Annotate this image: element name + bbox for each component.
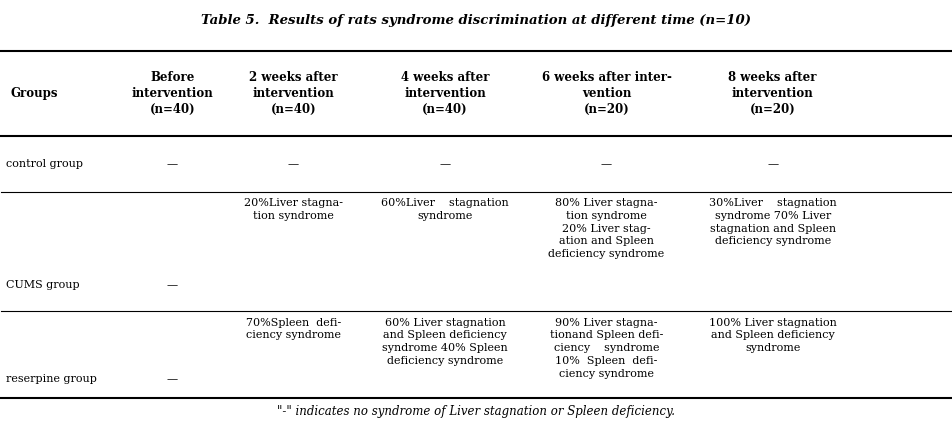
Text: 80% Liver stagna-
tion syndrome
20% Liver stag-
ation and Spleen
deficiency synd: 80% Liver stagna- tion syndrome 20% Live…	[548, 198, 664, 259]
Text: —: —	[167, 159, 178, 169]
Text: 2 weeks after
intervention
(n=40): 2 weeks after intervention (n=40)	[249, 71, 338, 116]
Text: CUMS group: CUMS group	[6, 280, 80, 290]
Text: control group: control group	[6, 159, 83, 169]
Text: 30%Liver    stagnation
syndrome 70% Liver
stagnation and Spleen
deficiency syndr: 30%Liver stagnation syndrome 70% Liver s…	[708, 198, 837, 246]
Text: 6 weeks after inter-
vention
(n=20): 6 weeks after inter- vention (n=20)	[542, 71, 671, 116]
Text: —: —	[767, 159, 778, 169]
Text: 8 weeks after
intervention
(n=20): 8 weeks after intervention (n=20)	[728, 71, 817, 116]
Text: 70%Spleen  defi-
ciency syndrome: 70%Spleen defi- ciency syndrome	[246, 317, 341, 340]
Text: —: —	[601, 159, 612, 169]
Text: —: —	[440, 159, 450, 169]
Text: Table 5.  Results of rats syndrome discrimination at different time (n=10): Table 5. Results of rats syndrome discri…	[201, 14, 751, 27]
Text: 60% Liver stagnation
and Spleen deficiency
syndrome 40% Spleen
deficiency syndro: 60% Liver stagnation and Spleen deficien…	[383, 317, 508, 366]
Text: —: —	[288, 159, 299, 169]
Text: 4 weeks after
intervention
(n=40): 4 weeks after intervention (n=40)	[401, 71, 489, 116]
Text: 100% Liver stagnation
and Spleen deficiency
syndrome: 100% Liver stagnation and Spleen deficie…	[708, 317, 837, 353]
Text: 20%Liver stagna-
tion syndrome: 20%Liver stagna- tion syndrome	[244, 198, 343, 221]
Text: Before
intervention
(n=40): Before intervention (n=40)	[131, 71, 213, 116]
Text: Groups: Groups	[10, 87, 58, 100]
Text: 90% Liver stagna-
tionand Spleen defi-
ciency    syndrome
10%  Spleen  defi-
cie: 90% Liver stagna- tionand Spleen defi- c…	[550, 317, 664, 379]
Text: 60%Liver    stagnation
syndrome: 60%Liver stagnation syndrome	[381, 198, 509, 221]
Text: reserpine group: reserpine group	[6, 374, 97, 384]
Text: —: —	[167, 374, 178, 384]
Text: "-" indicates no syndrome of Liver stagnation or Spleen deficiency.: "-" indicates no syndrome of Liver stagn…	[277, 405, 675, 418]
Text: —: —	[167, 280, 178, 290]
